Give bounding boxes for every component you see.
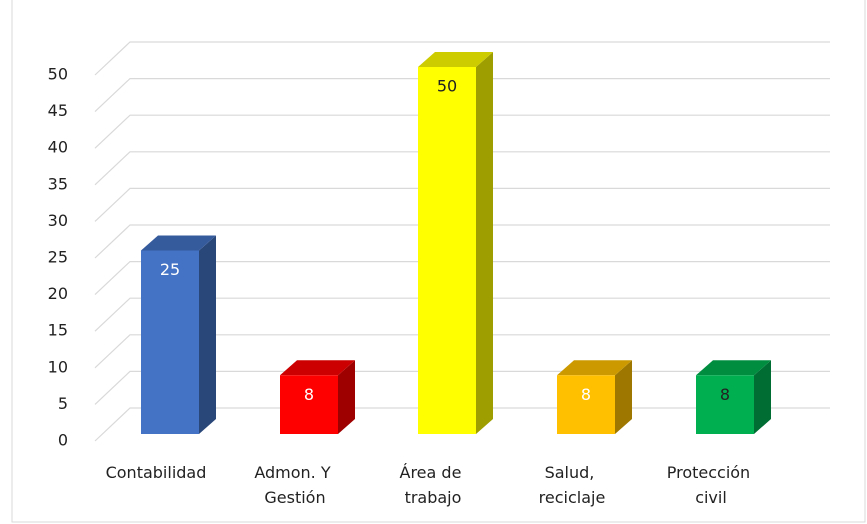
value-label: 8 <box>720 385 730 404</box>
bar-front <box>141 250 199 434</box>
bar-side <box>754 360 771 434</box>
bar <box>696 360 771 434</box>
value-label: 8 <box>304 385 314 404</box>
bar <box>418 52 493 434</box>
bar <box>557 360 632 434</box>
bar <box>280 360 355 434</box>
y-tick-label: 50 <box>48 65 68 84</box>
grid-line <box>94 224 830 259</box>
bar <box>141 235 216 434</box>
y-tick-label: 10 <box>48 357 68 376</box>
x-tick-label: Área de trabajo <box>400 463 467 507</box>
bar-side <box>615 360 632 434</box>
grid-line <box>94 334 830 369</box>
y-tick-label: 5 <box>58 394 68 413</box>
x-tick-label: Admon. Y Gestión <box>254 463 335 507</box>
grid-line <box>94 41 830 76</box>
bar-front <box>280 375 338 434</box>
bar-front <box>557 375 615 434</box>
bar-side <box>199 235 216 434</box>
y-tick-label: 35 <box>48 174 68 193</box>
x-tick-label: Salud, reciclaje <box>539 463 606 507</box>
bar-top <box>418 52 493 67</box>
value-label: 50 <box>437 77 457 96</box>
y-tick-label: 25 <box>48 248 68 267</box>
grid-line <box>94 114 830 149</box>
bar-front <box>418 67 476 434</box>
value-label: 8 <box>581 385 591 404</box>
y-tick-label: 15 <box>48 321 68 340</box>
grid-line <box>94 297 830 332</box>
bar-top <box>280 360 355 376</box>
y-tick-label: 45 <box>48 101 68 120</box>
bar-side <box>476 52 493 434</box>
y-tick-label: 0 <box>58 431 68 450</box>
grid-line <box>94 187 830 222</box>
grid-line <box>94 261 830 296</box>
grid-line <box>94 77 830 113</box>
bar-top <box>696 360 771 376</box>
grid-line <box>94 151 830 186</box>
x-tick-label: Contabilidad <box>106 463 207 482</box>
value-label: 25 <box>160 260 180 279</box>
y-tick-label: 40 <box>48 138 68 157</box>
bar-top <box>141 235 216 251</box>
bar-top <box>557 360 632 376</box>
bar-side <box>338 360 355 434</box>
x-tick-label: Protección civil <box>667 463 756 507</box>
bar-front <box>696 375 754 434</box>
y-tick-label: 30 <box>48 211 68 230</box>
y-tick-label: 20 <box>48 284 68 303</box>
